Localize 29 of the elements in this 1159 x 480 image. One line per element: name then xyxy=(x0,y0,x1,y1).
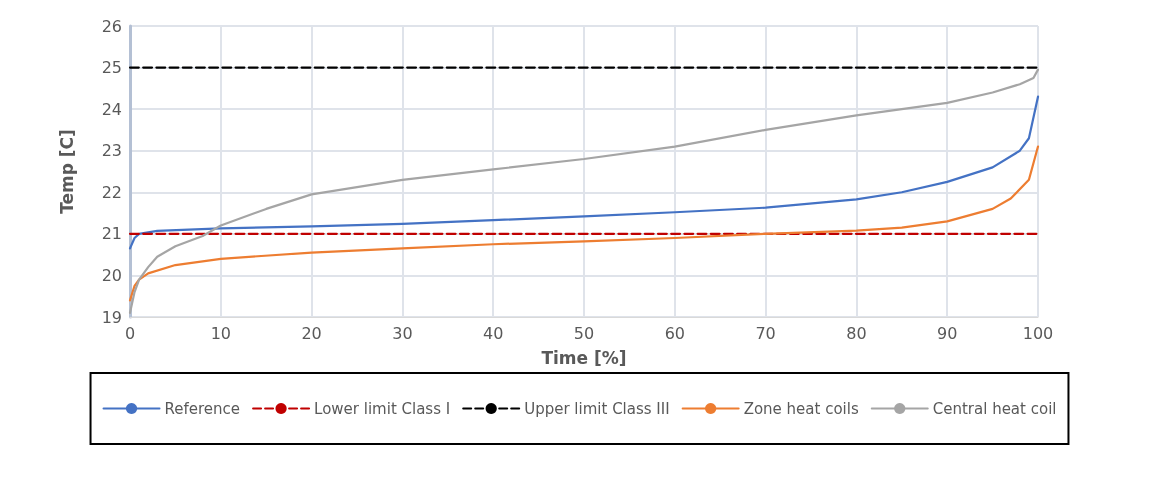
x-tick-label: 100 xyxy=(1022,323,1054,343)
x-tick-label: 60 xyxy=(664,323,685,343)
legend-label: Upper limit Class III xyxy=(524,399,670,418)
y-tick-label: 20 xyxy=(101,265,122,285)
y-tick-label: 21 xyxy=(101,224,122,244)
line-series xyxy=(128,145,1040,302)
legend-label: Zone heat coils xyxy=(743,399,859,418)
legend-label: Reference xyxy=(164,399,241,418)
x-tick-label: 0 xyxy=(124,323,136,343)
y-tick-label: 23 xyxy=(101,141,122,161)
y-tick-label: 25 xyxy=(101,58,122,78)
x-tick-label: 10 xyxy=(210,323,231,343)
y-axis-title: Temp [C] xyxy=(56,129,77,214)
x-tick-label: 70 xyxy=(755,323,776,343)
x-axis-title: Time [%] xyxy=(541,347,627,368)
x-tick-label: 30 xyxy=(392,323,413,343)
legend-label: Lower limit Class I xyxy=(314,399,451,418)
x-tick-label: 20 xyxy=(301,323,322,343)
line-series xyxy=(128,95,1040,250)
y-tick-label: 22 xyxy=(101,182,122,202)
legend-label: Central heat coil xyxy=(932,399,1057,418)
y-tick-label: 19 xyxy=(101,307,122,327)
x-tick-label: 50 xyxy=(573,323,595,343)
line-series xyxy=(128,68,1040,314)
y-tick-label: 24 xyxy=(101,99,122,119)
x-tick-label: 40 xyxy=(483,323,504,343)
y-tick-label: 26 xyxy=(101,16,122,36)
x-tick-label: 80 xyxy=(846,323,867,343)
x-tick-label: 90 xyxy=(937,323,958,343)
